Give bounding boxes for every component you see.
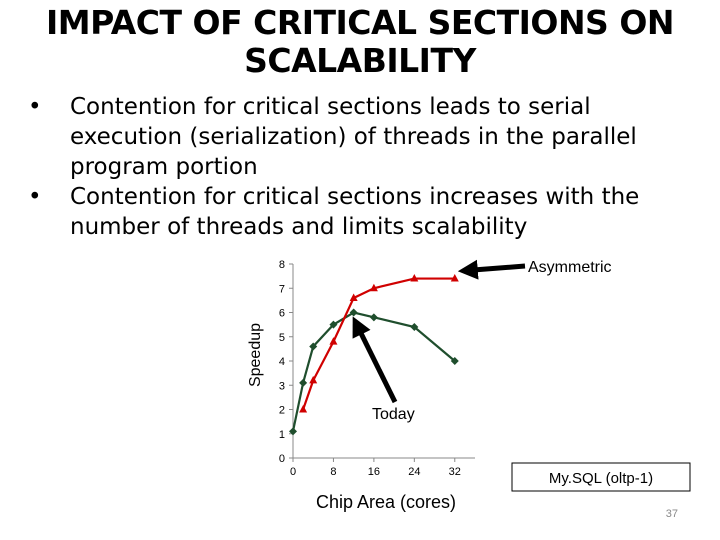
y-tick-label: 3	[279, 380, 285, 392]
y-tick-label: 1	[279, 429, 285, 441]
data-point-asymmetric	[299, 405, 308, 413]
bullet-item: • Contention for critical sections incre…	[28, 182, 698, 242]
x-axis-label: Chip Area (cores)	[316, 492, 456, 512]
asymmetric-callout: Asymmetric	[528, 259, 612, 276]
data-point-asymmetric	[329, 337, 338, 345]
y-tick-label: 6	[279, 308, 285, 320]
x-tick-label: 0	[290, 466, 296, 478]
chart-axes: 0 1 2 3 4 5 6 7 8 0 8 16 24 32	[279, 259, 475, 478]
data-point-today	[289, 427, 297, 436]
bullet-text: Contention for critical sections increas…	[70, 184, 640, 240]
title-line-2: SCALABILITY	[244, 41, 476, 80]
bullet-text: Contention for critical sections leads t…	[70, 94, 637, 180]
chart-series	[289, 274, 459, 436]
data-point-today	[369, 313, 378, 322]
y-tick-label: 0	[279, 453, 285, 465]
legend-box	[511, 462, 691, 492]
today-arrow	[352, 316, 398, 404]
today-callout: Today	[372, 406, 415, 423]
series-line-asymmetric	[302, 277, 455, 410]
y-tick-label: 4	[279, 356, 285, 368]
chart-annotations: Asymmetric Today	[352, 259, 612, 423]
data-point-asymmetric	[450, 274, 459, 282]
y-axis-label: Speedup	[247, 323, 264, 387]
bullet-dot: •	[28, 184, 42, 210]
data-point-asymmetric	[410, 274, 419, 282]
legend-box-label: My.SQL (oltp-1)	[549, 470, 653, 487]
y-tick-label: 8	[279, 259, 285, 271]
x-tick-label: 32	[449, 466, 461, 478]
data-point-today	[309, 342, 318, 351]
bullet-dot: •	[28, 94, 42, 120]
data-point-today	[450, 357, 459, 365]
y-tick-label: 5	[279, 332, 285, 344]
x-tick-label: 8	[330, 466, 336, 478]
x-tick-label: 16	[368, 466, 380, 478]
data-point-asymmetric	[349, 293, 358, 301]
data-point-today	[329, 320, 338, 329]
bullet-item: • Contention for critical sections leads…	[28, 92, 698, 182]
slide-number: 37	[665, 508, 678, 520]
data-point-today	[299, 378, 308, 387]
slide-title: IMPACT OF CRITICAL SECTIONS ON SCALABILI…	[20, 4, 700, 80]
asymmetric-arrow	[457, 259, 526, 280]
data-point-asymmetric	[309, 375, 318, 384]
y-tick-label: 2	[279, 405, 285, 417]
data-point-asymmetric	[369, 283, 378, 292]
bullet-list: • Contention for critical sections leads…	[28, 92, 698, 242]
title-line-1: IMPACT OF CRITICAL SECTIONS ON	[45, 3, 675, 42]
data-point-today	[410, 323, 419, 332]
y-tick-label: 7	[279, 283, 285, 295]
x-tick-label: 24	[408, 466, 420, 478]
data-point-today	[349, 308, 358, 317]
